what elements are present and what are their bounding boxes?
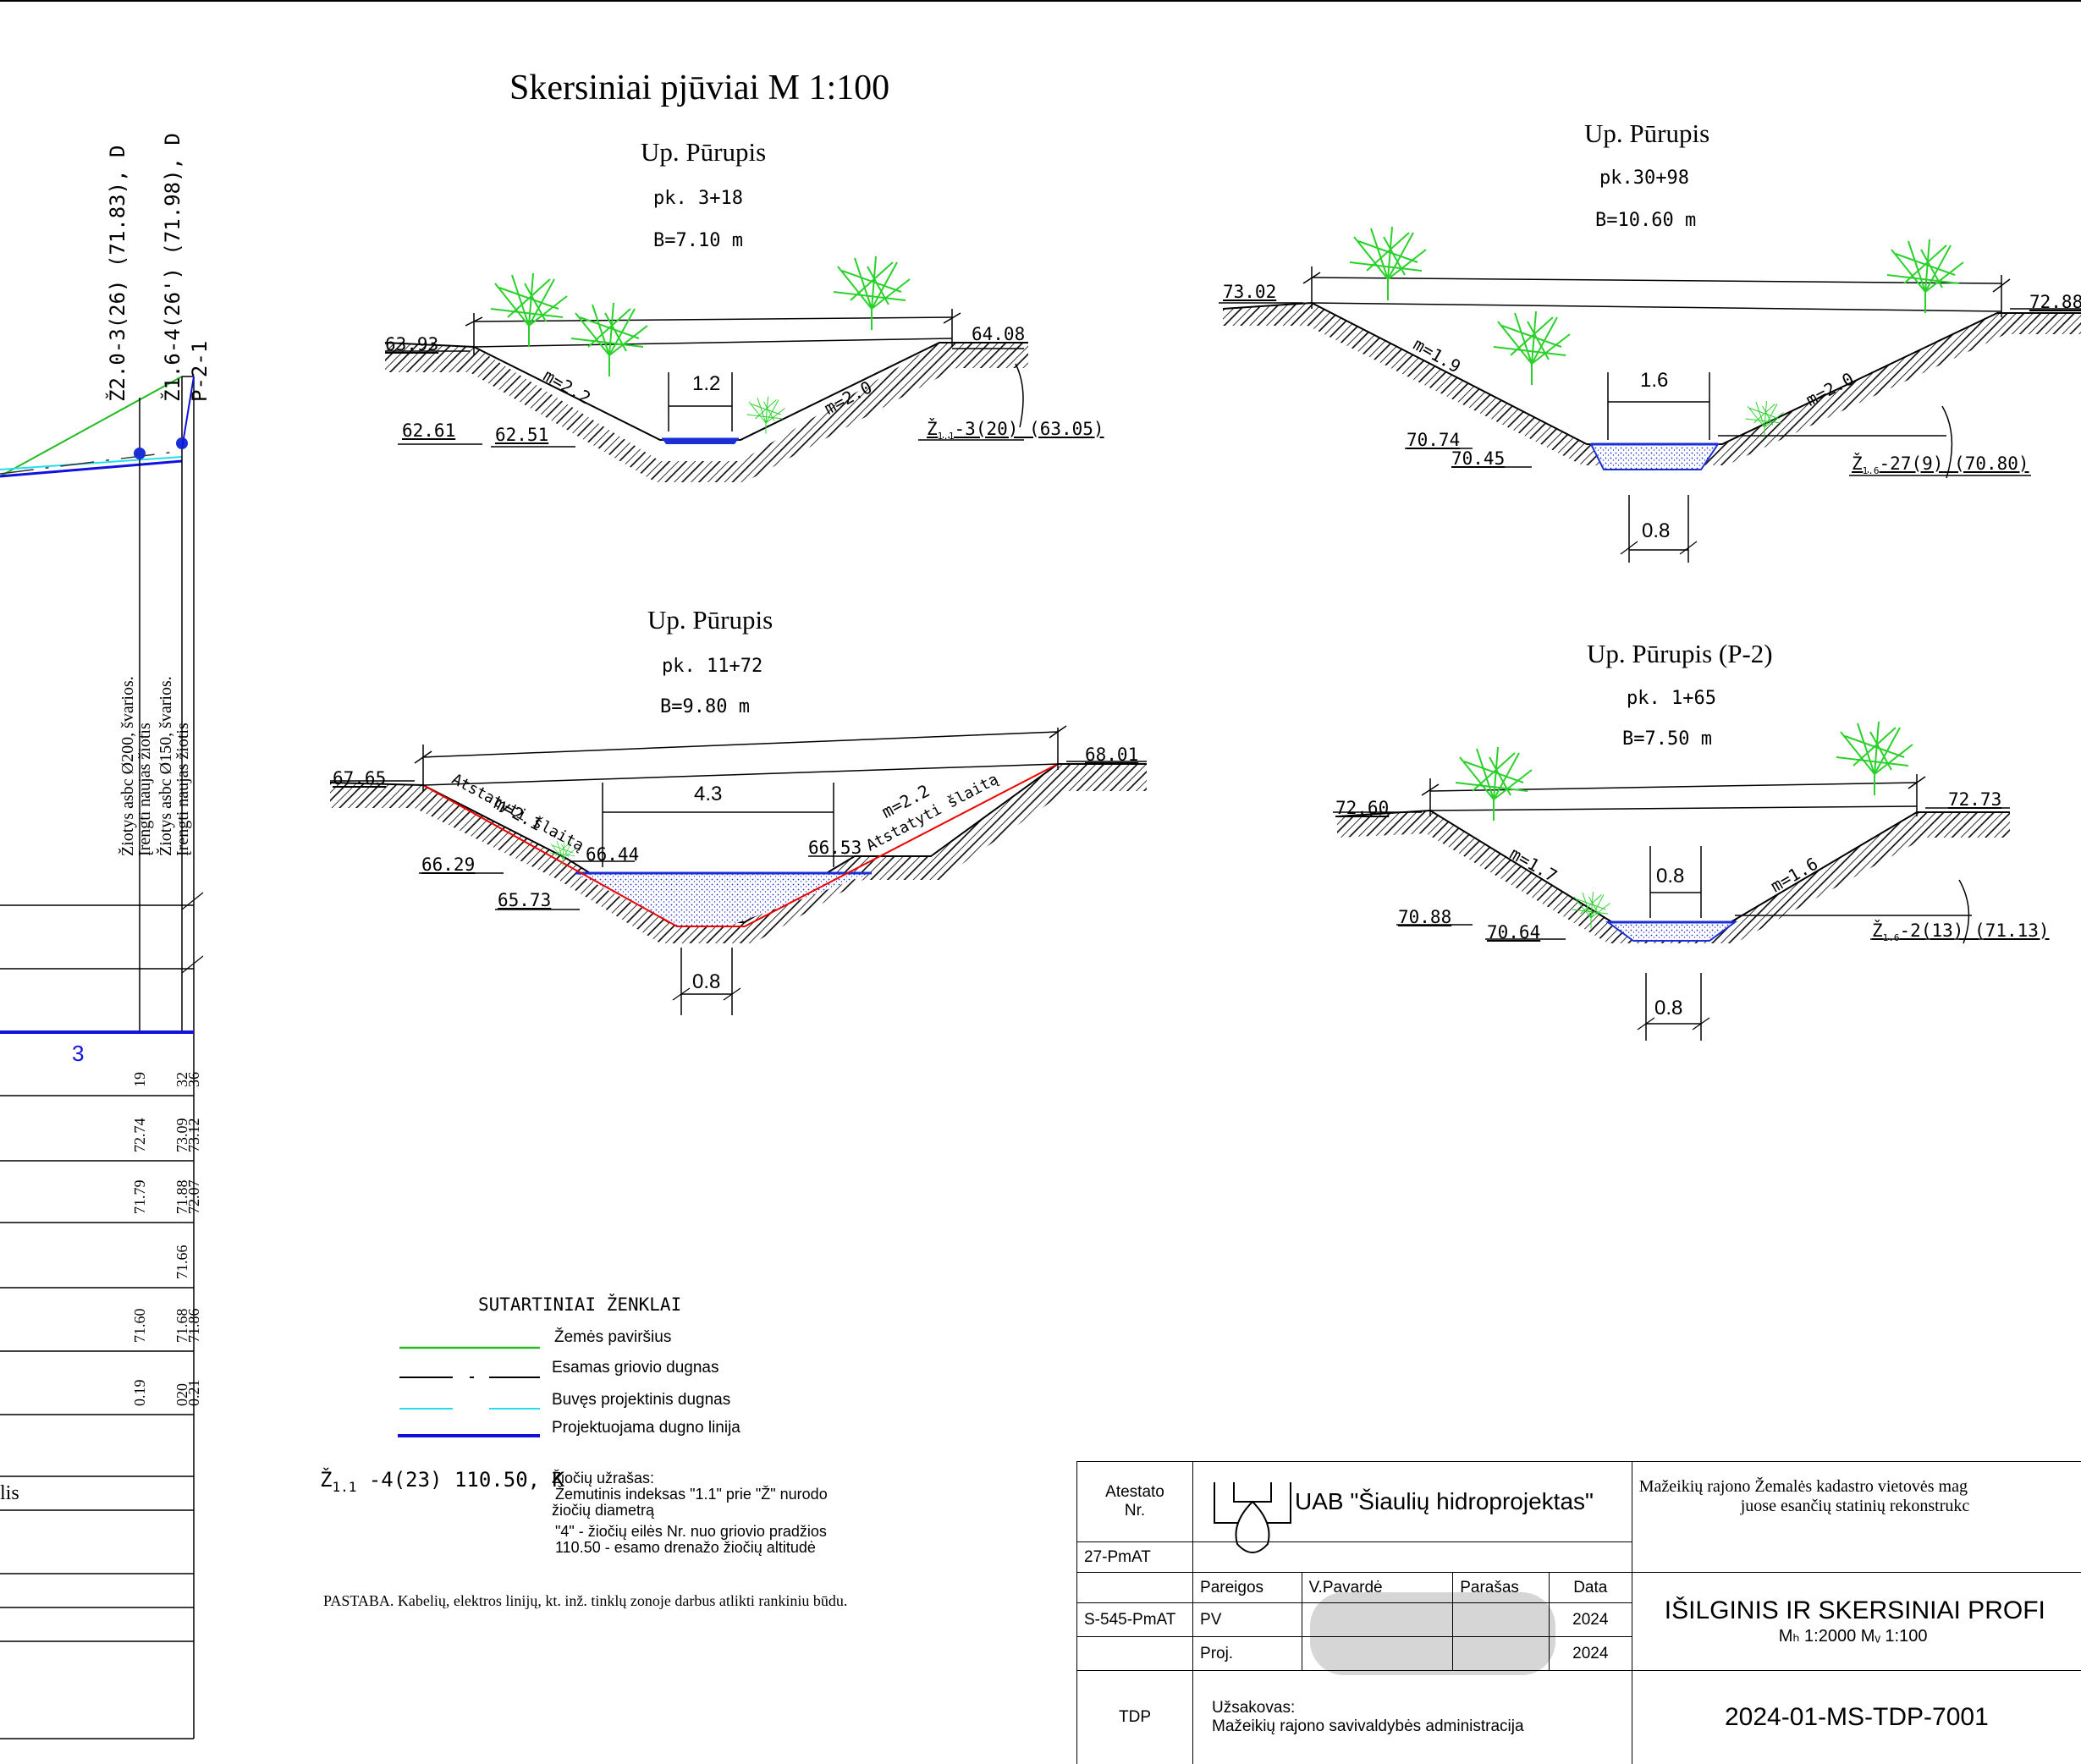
elev-label: 65.73 [498, 890, 552, 910]
drain-outlet-marker [134, 448, 146, 459]
col-vpavarde: V.Pavardė [1301, 1572, 1454, 1603]
profile-row-label: lis [0, 1482, 19, 1504]
profile-row-value: 71.79 [131, 1179, 148, 1215]
legend-item: Projektuojama dugno linija [552, 1419, 740, 1437]
dimension-label: 4.3 [694, 783, 723, 805]
drain-label: Ž1.1-3(20) (63.05) [927, 419, 1104, 442]
profile-row-value: 0.21 [185, 1379, 202, 1407]
section-4-pk: pk. 1+65 [1627, 688, 1716, 709]
col-pareigos: Pareigos [1192, 1572, 1302, 1603]
cross-section-pk-3-18 [384, 256, 1028, 482]
role-cell: PV [1192, 1602, 1302, 1637]
elev-label: 70.74 [1407, 430, 1461, 450]
profile-drain-label: Ž2.0-3(26) (71.83), D [106, 145, 129, 402]
date-cell: 2024 [1548, 1636, 1632, 1671]
section-3-river: Up. Pūrupis [647, 605, 773, 635]
longitudinal-profile [0, 376, 204, 1739]
legend-symbols [398, 1346, 540, 1437]
profile-row-value: 71.86 [185, 1308, 202, 1344]
cross-section-pk-1-65 [1333, 721, 2040, 1041]
dimension-label: 0.8 [1642, 519, 1671, 542]
section-2-width: B=10.60 m [1595, 210, 1697, 231]
legend-item: Žemės paviršius [554, 1328, 672, 1346]
section-4-river: Up. Pūrupis (P-2) [1587, 639, 1773, 668]
title-block: Atestato Nr. UAB "Šiaulių hidroprojektas… [1076, 1461, 2081, 1764]
elev-label: 66.29 [421, 855, 476, 875]
cross-section-pk-11-72 [329, 725, 1147, 1015]
elev-label: 62.61 [402, 420, 456, 441]
elev-label: 66.53 [808, 838, 862, 858]
stage-cell: TDP [1076, 1670, 1194, 1764]
profile-station: 3 [72, 1041, 85, 1066]
profile-row-value: 72.74 [131, 1118, 148, 1153]
elev-label: 63.93 [385, 334, 439, 354]
section-2-river: Up. Pūrupis [1584, 118, 1710, 148]
profile-row-value: 71.60 [131, 1308, 148, 1344]
section-1-river: Up. Pūrupis [641, 137, 767, 167]
elev-label: 66.44 [586, 844, 640, 865]
elev-label: 73.02 [1223, 282, 1277, 302]
drain-label: Ž1.6-27(9) (70.80) [1852, 453, 2029, 477]
dimension-label: 0.8 [1656, 865, 1685, 887]
sheet-title: IŠILGINIS IR SKERSINIAI PROFI [1664, 1596, 2045, 1624]
cross-section-pk-30-98 [1219, 226, 2081, 563]
elev-label: 64.08 [972, 324, 1026, 344]
drain-note: Žiočių užrašas: Žemutinis indeksas "1.1"… [552, 1470, 828, 1556]
project-description: juose esančių statinių rekonstrukc [1740, 1497, 1970, 1515]
date-cell: 2024 [1548, 1602, 1632, 1637]
profile-drain-label: P-2-1 [188, 340, 212, 402]
company-name: UAB "Šiaulių hidroprojektas" [1295, 1488, 1594, 1514]
drain-label: Ž1.6-2(13) (71.13) [1872, 920, 2050, 944]
dimension-label: 1.6 [1640, 369, 1669, 392]
profile-row-value: 73.12 [185, 1118, 202, 1153]
main-title: Skersiniai pjūviai M 1:100 [509, 69, 890, 107]
dimension-label: 1.2 [692, 372, 721, 395]
profile-row-value: 71.66 [173, 1245, 190, 1280]
project-description: Mažeikių rajono Žemalės kadastro vietovė… [1638, 1477, 1968, 1496]
profile-note: Įrengti naujas žiotis [173, 723, 192, 856]
client-label: Užsakovas: [1212, 1698, 1296, 1717]
profile-note: Įrengti naujas žiotis [135, 723, 154, 856]
section-1-pk: pk. 3+18 [653, 188, 743, 209]
atestato-label: Atestato Nr. [1076, 1461, 1194, 1542]
section-2-pk: pk.30+98 [1599, 168, 1689, 189]
profile-row-value: 36 [185, 1072, 202, 1087]
dimension-label: 0.8 [1654, 997, 1683, 1019]
document-number: 2024-01-MS-TDP-7001 [1631, 1670, 2081, 1764]
elev-label: 70.64 [1487, 922, 1541, 942]
col-parasas: Parašas [1452, 1572, 1550, 1603]
profile-drain-label: Ž1.6-4(26') (71.98), D [161, 133, 184, 402]
sheet-scale: Mₕ 1:2000 Mᵥ 1:100 [1778, 1627, 1928, 1646]
elev-label: 72.73 [1948, 789, 2002, 810]
elev-label: 62.51 [495, 425, 549, 445]
elev-label: 70.45 [1451, 448, 1506, 469]
profile-row-value: 19 [131, 1072, 148, 1087]
elev-label: 72.88 [2029, 292, 2081, 312]
elev-label: 67.65 [333, 768, 387, 789]
col-data: Data [1548, 1572, 1632, 1603]
legend-item: Esamas griovio dugnas [552, 1359, 719, 1377]
section-4-width: B=7.50 m [1622, 728, 1712, 750]
elev-label: 68.01 [1085, 745, 1139, 765]
elev-label: 70.88 [1398, 907, 1452, 927]
section-3-pk: pk. 11+72 [662, 656, 763, 677]
legend-title: SUTARTINIAI ŽENKLAI [478, 1294, 682, 1315]
pastaba-note: PASTABA. Kabelių, elektros linijų, kt. i… [323, 1592, 848, 1609]
section-1-width: B=7.10 m [653, 230, 743, 251]
client-name: Mažeikių rajono savivaldybės administrac… [1212, 1717, 1524, 1735]
role-cell: Proj. [1192, 1636, 1302, 1671]
drain-code-example: Ž1.1 -4(23) 110.50, K [320, 1468, 564, 1495]
legend-item: Buvęs projektinis dugnas [552, 1391, 731, 1409]
dimension-label: 0.8 [692, 970, 721, 993]
elev-label: 72.60 [1335, 798, 1390, 818]
profile-row-value: 0.19 [131, 1379, 148, 1407]
section-3-width: B=9.80 m [660, 696, 750, 717]
profile-row-value: 72.07 [185, 1179, 202, 1215]
atestato-number: 27-PmAT [1076, 1541, 1194, 1573]
code-cell: S-545-PmAT [1076, 1602, 1194, 1637]
